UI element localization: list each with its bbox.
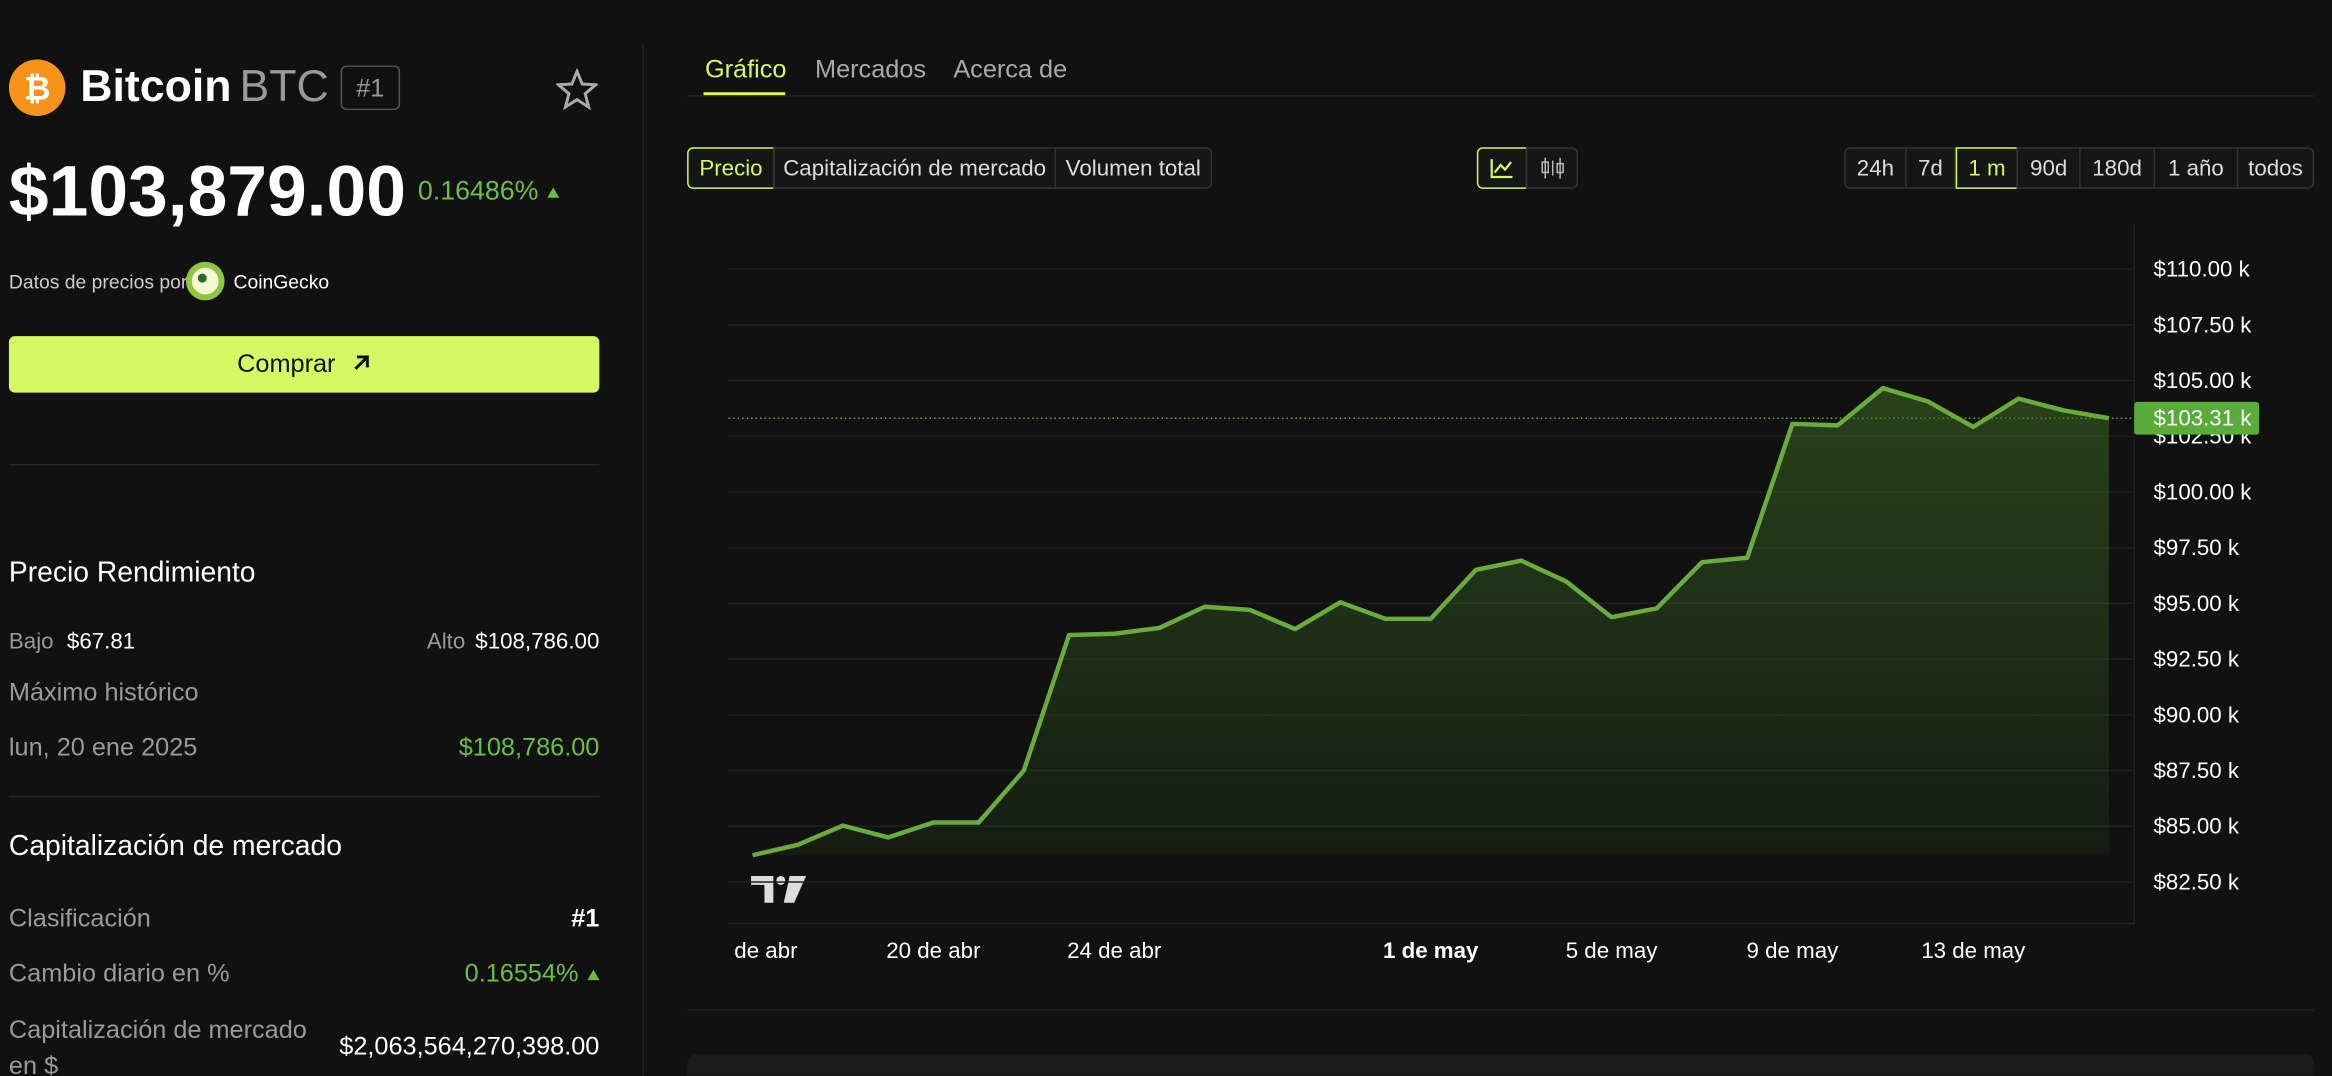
cap-value: $2,063,564,270,398.00 — [339, 1032, 600, 1061]
y-tick-label: $100.00 k — [2154, 479, 2253, 504]
svg-text:₿: ₿ — [24, 70, 51, 107]
x-tick-label: 13 de may — [1921, 938, 2026, 963]
tab[interactable]: Mercados — [815, 55, 927, 84]
tab[interactable]: Gráfico — [704, 55, 787, 84]
coin-symbol: BTC — [239, 62, 329, 112]
divider — [8, 795, 600, 798]
x-tick-label: 1 de may — [1383, 938, 1479, 963]
x-tick-label: de abr — [734, 938, 798, 963]
range-button[interactable]: 1 año — [2153, 147, 2239, 189]
metric-button[interactable]: Capitalización de mercado — [773, 147, 1056, 189]
price-line — [752, 385, 2110, 858]
metric-button[interactable]: Precio — [687, 147, 775, 189]
daily-label: Cambio diario en % — [8, 959, 230, 988]
metric-button[interactable]: Volumen total — [1054, 147, 1213, 189]
area-fill — [752, 388, 2109, 856]
buy-button[interactable]: Comprar — [8, 336, 600, 393]
y-tick-label: $92.50 k — [2154, 647, 2240, 672]
y-tick-label: $85.00 k — [2154, 814, 2240, 839]
range-button[interactable]: 1 m — [1955, 147, 2019, 189]
y-tick-label: $110.00 k — [2154, 257, 2251, 282]
high-value: $108,786.00 — [475, 629, 600, 655]
ath-value: $108,786.00 — [458, 733, 600, 762]
y-tick-label: $82.50 k — [2154, 869, 2240, 894]
line-icon — [1490, 159, 1513, 179]
high-label: Alto — [426, 629, 466, 655]
favorite-star[interactable] — [556, 68, 598, 111]
rank-value: #1 — [571, 904, 600, 933]
up-arrow — [547, 187, 560, 198]
price: $103,879.00 — [8, 153, 406, 233]
ath-label: Máximo histórico — [8, 678, 199, 707]
current-price-badge — [2134, 401, 2260, 435]
up-arrow — [587, 969, 600, 981]
x-tick-label: 5 de may — [1566, 938, 1659, 963]
coin-logo: ₿ — [8, 59, 66, 117]
tab-underline — [687, 95, 2315, 97]
y-tick-label: $90.00 k — [2154, 702, 2240, 727]
arrow-icon — [353, 355, 369, 370]
bottom-panel — [687, 1054, 2315, 1076]
candle-icon — [1540, 157, 1564, 179]
price-change: 0.16486% — [417, 175, 560, 206]
low-value: $67.81 — [66, 629, 136, 655]
price-change-value: 0.16486% — [417, 175, 539, 206]
current-price-label: $103.31 k — [2154, 406, 2253, 431]
source-label: Datos de precios por — [8, 270, 188, 293]
rank-badge: #1 — [340, 65, 401, 111]
candle-chart-toggle[interactable] — [1525, 147, 1578, 189]
rank-label: Clasificación — [8, 904, 151, 933]
x-tick-label: 9 de may — [1747, 938, 1840, 963]
active-tab-underline — [703, 92, 786, 96]
section-title: Precio Rendimiento — [8, 557, 256, 589]
source-logo — [185, 261, 225, 301]
tab[interactable]: Acerca de — [953, 55, 1068, 84]
x-tick-label: 24 de abr — [1067, 938, 1162, 963]
x-tick-label: 20 de abr — [886, 938, 981, 963]
coin-name: Bitcoin — [80, 62, 232, 112]
y-tick-label: $95.00 k — [2154, 591, 2240, 616]
low-label: Bajo — [8, 629, 54, 655]
section-title: Capitalización de mercado — [8, 831, 342, 863]
range-button[interactable]: 180d — [2079, 147, 2156, 189]
daily-change: 0.16554% — [465, 959, 600, 989]
range-button[interactable]: 24h — [1844, 147, 1907, 189]
y-tick-label: $107.50 k — [2154, 312, 2253, 337]
source-name: CoinGecko — [233, 270, 330, 293]
range-button[interactable]: 7d — [1905, 147, 1956, 189]
y-tick-label: $97.50 k — [2154, 535, 2240, 560]
y-tick-label: $87.50 k — [2154, 758, 2240, 783]
cap-label: Capitalización de mercado en $ — [8, 1015, 307, 1076]
ath-date: lun, 20 ene 2025 — [8, 733, 198, 762]
divider — [8, 464, 600, 466]
buy-label: Comprar — [237, 349, 336, 378]
panel-divider — [642, 44, 644, 1076]
y-tick-label: $105.00 k — [2154, 368, 2253, 393]
daily-value: 0.16554% — [464, 959, 579, 988]
range-button[interactable]: 90d — [2016, 147, 2081, 189]
range-button[interactable]: todos — [2236, 147, 2315, 189]
tradingview-logo — [751, 875, 807, 903]
